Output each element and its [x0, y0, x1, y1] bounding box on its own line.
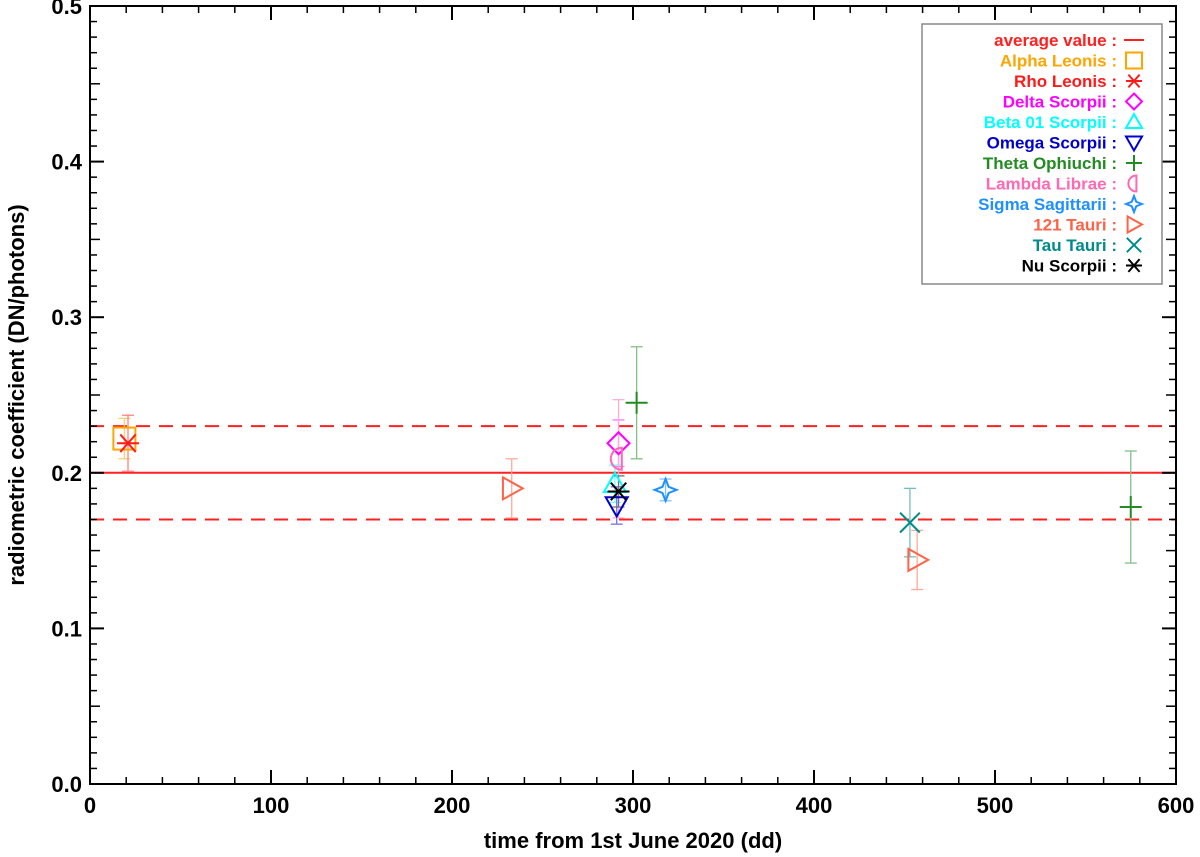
legend-marker	[1126, 258, 1142, 273]
legend-marker	[1126, 237, 1142, 253]
x-tick-label: 400	[796, 793, 833, 818]
data-point	[501, 475, 525, 502]
legend-label: Nu Scorpii :	[1022, 257, 1117, 276]
data-point	[117, 433, 140, 453]
data-point	[609, 446, 623, 471]
data-point	[651, 476, 680, 504]
legend-marker	[1126, 73, 1142, 89]
legend-label: Alpha Leonis :	[1000, 52, 1117, 71]
legend-label: average value :	[994, 31, 1117, 50]
legend-label: Sigma Sagittarii :	[978, 195, 1117, 214]
legend-marker	[1125, 51, 1143, 70]
legend-marker	[1123, 193, 1145, 215]
legend-label: Lambda Librae :	[986, 175, 1117, 194]
x-tick-label: 0	[84, 793, 96, 818]
y-tick-label: 0.1	[51, 616, 82, 641]
y-tick-label: 0.4	[51, 150, 82, 175]
x-axis-title: time from 1st June 2020 (dd)	[484, 828, 782, 853]
legend-label: Omega Scorpii :	[987, 134, 1117, 153]
legend-marker	[1126, 155, 1142, 171]
x-tick-label: 500	[977, 793, 1014, 818]
data-point	[907, 547, 931, 573]
reference-lines	[90, 425, 1176, 521]
data-point	[112, 426, 137, 451]
legend-label: Rho Leonis :	[1014, 72, 1117, 91]
error-bar	[505, 458, 518, 519]
error-bar	[911, 529, 924, 591]
data-point	[603, 496, 630, 519]
data-point	[899, 511, 921, 534]
legend-box	[921, 23, 1163, 285]
error-bars	[118, 346, 1137, 591]
x-tick-label: 100	[253, 793, 290, 818]
legend-label: 121 Tauri :	[1033, 216, 1117, 235]
data-point	[625, 391, 648, 414]
data-point	[607, 482, 630, 501]
data-point	[606, 430, 631, 456]
legend-label: Beta 01 Scorpii :	[984, 113, 1117, 132]
x-tick-label: 300	[615, 793, 652, 818]
legend-marker	[1126, 214, 1145, 235]
legend-marker	[1124, 135, 1144, 153]
legend-marker	[1124, 92, 1144, 111]
y-axis-title: radiometric coefficient (DN/photons)	[4, 204, 29, 585]
legend-label: Delta Scorpii :	[1003, 93, 1117, 112]
x-tick-label: 200	[434, 793, 471, 818]
legend-marker	[1124, 111, 1144, 129]
y-tick-label: 0.3	[51, 305, 82, 330]
y-tick-label: 0.5	[51, 0, 82, 19]
legend-marker	[1127, 174, 1138, 193]
y-tick-label: 0.0	[51, 772, 82, 797]
y-tick-label: 0.2	[51, 461, 82, 486]
data-point	[1119, 496, 1142, 519]
x-tick-label: 600	[1158, 793, 1195, 818]
axis-ticks: 0 100 200 300 400 500 600 0.0 0.1 0.2 0.3 0.4 0.5	[51, 0, 1194, 818]
legend-label: Tau Tauri :	[1033, 236, 1117, 255]
legend: average value : Alpha Leonis :Rho Leonis …	[921, 23, 1163, 285]
error-bar	[659, 478, 672, 502]
legend-label: Theta Ophiuchi :	[983, 154, 1117, 173]
data-markers	[112, 391, 1142, 573]
